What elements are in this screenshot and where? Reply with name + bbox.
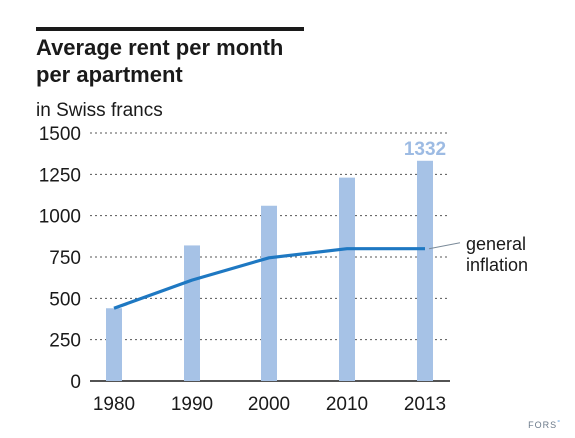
y-tick-label: 1000 — [39, 207, 81, 228]
bar-2000 — [261, 205, 277, 381]
y-tick-label: 500 — [49, 289, 81, 310]
y-tick-label: 0 — [70, 372, 81, 393]
y-tick-label: 1500 — [39, 124, 81, 145]
y-tick-label: 250 — [49, 331, 81, 352]
bar-2010 — [339, 177, 355, 381]
credit-mark: ° — [557, 420, 561, 427]
bar-1990 — [184, 245, 200, 381]
bar-1980 — [106, 308, 122, 381]
inflation-label: general — [466, 234, 526, 254]
title-rule — [36, 27, 304, 31]
title-line-2: per apartment — [36, 62, 183, 87]
bars — [106, 160, 433, 381]
chart-title: Average rent per month per apartment — [36, 34, 356, 88]
y-tick-label: 1250 — [39, 165, 81, 186]
y-axis-ticks: 0 250 500 750 1000 1250 1500 — [39, 124, 81, 393]
credit-text: FORS — [528, 420, 558, 430]
bar-2013 — [417, 160, 433, 381]
x-tick-label: 1990 — [171, 394, 213, 415]
title-line-1: Average rent per month — [36, 35, 284, 60]
y-tick-label: 750 — [49, 248, 81, 269]
inflation-leader-line — [428, 242, 461, 250]
x-tick-label: 2010 — [326, 394, 368, 415]
source-credit: FORS° — [528, 420, 561, 430]
inflation-label: inflation — [466, 255, 528, 275]
unit-label: in Swiss francs — [36, 100, 163, 121]
x-tick-label: 2013 — [404, 394, 446, 415]
bar-value-label: 1332 — [404, 139, 446, 160]
annotations: 1332 — [404, 139, 446, 160]
x-tick-label: 1980 — [93, 394, 135, 415]
x-tick-label: 2000 — [248, 394, 290, 415]
x-axis-ticks: 1980 1990 2000 2010 2013 — [93, 394, 446, 415]
inflation-line — [113, 247, 425, 310]
